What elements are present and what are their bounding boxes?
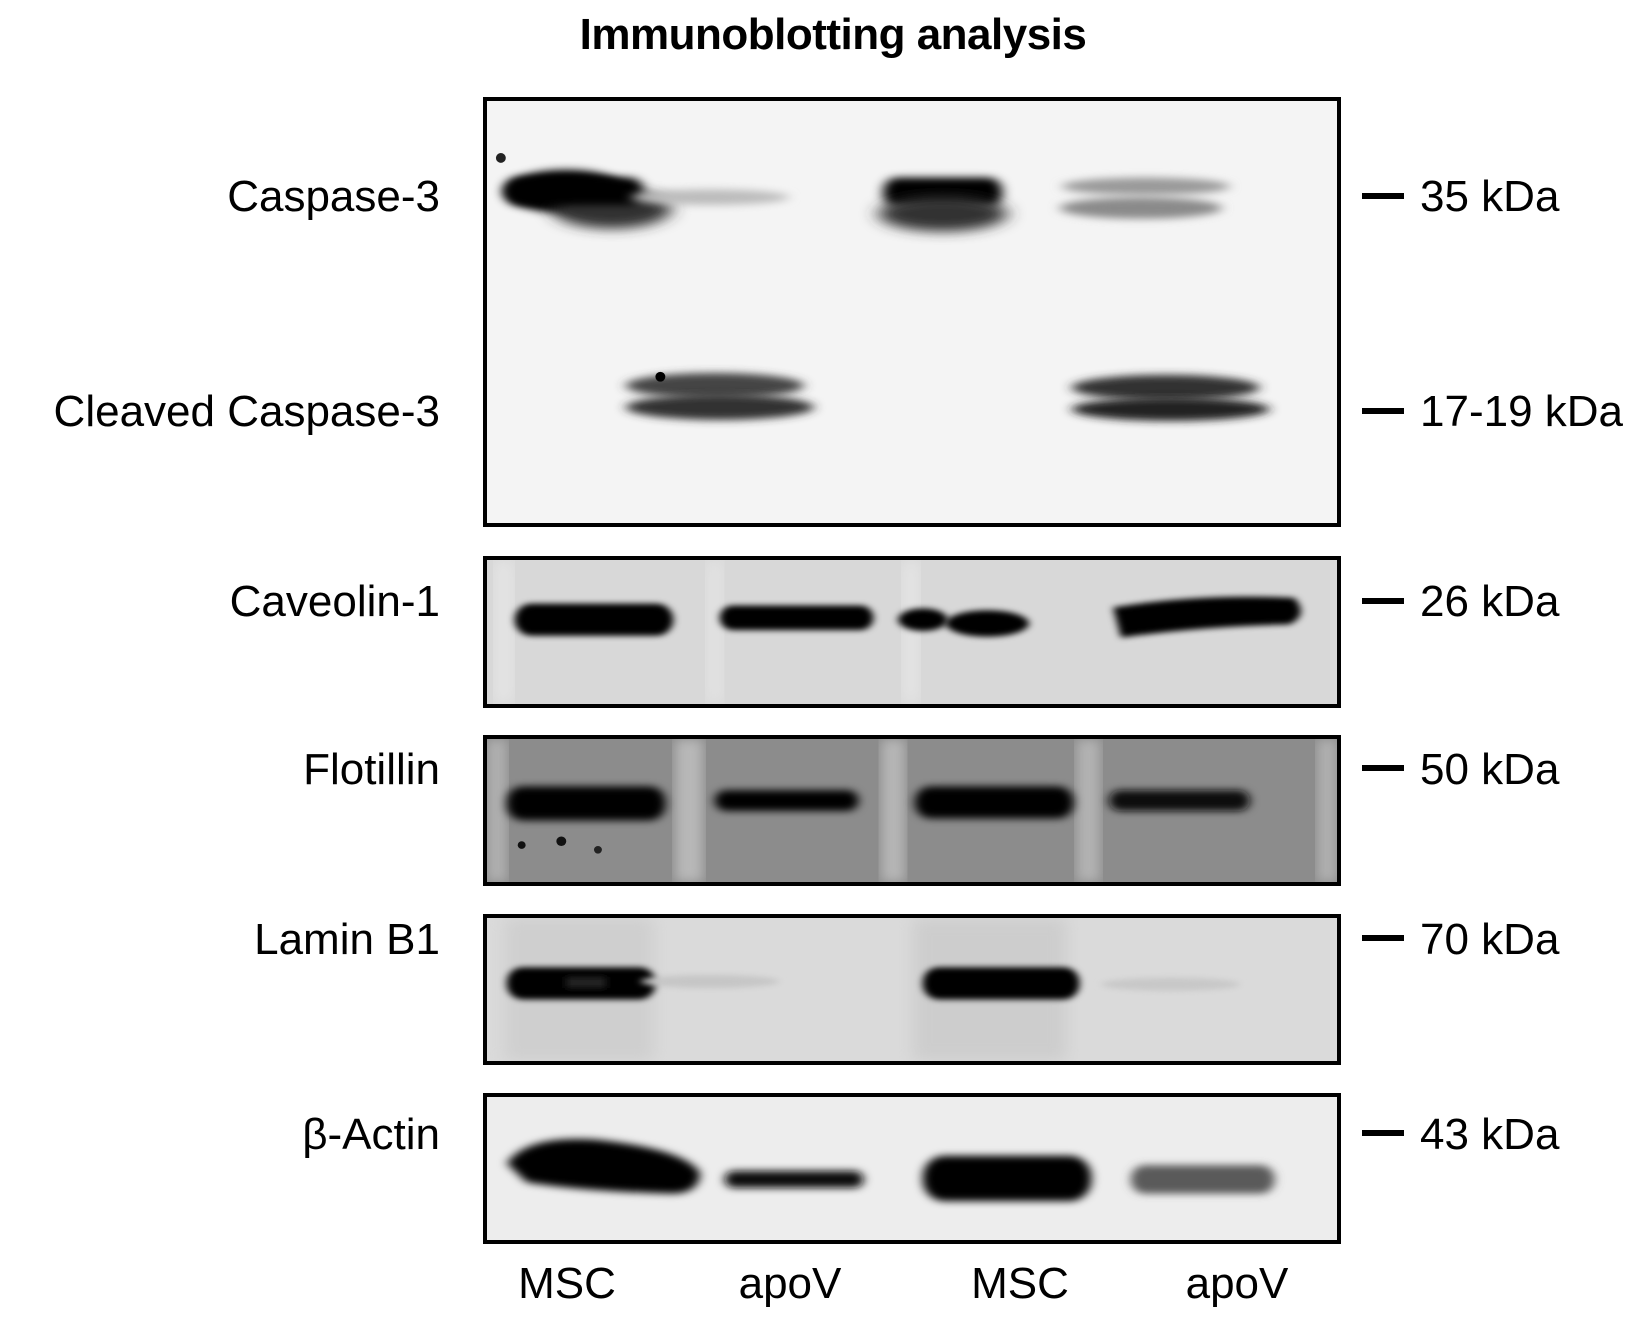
lane-label-4: apoV	[1185, 1259, 1289, 1308]
figure-title: Immunoblotting analysis	[0, 10, 1652, 60]
mw-label-caspase-3: 35 kDa	[1420, 172, 1560, 221]
lane-label-1: MSC	[518, 1259, 616, 1308]
mw-marker-dash	[1362, 598, 1404, 604]
blot-image-lamin-b1	[487, 918, 1337, 1061]
protein-label-cleaved-caspase-3: Cleaved Caspase-3	[53, 387, 440, 436]
mw-label-beta-actin: 43 kDa	[1420, 1110, 1560, 1159]
mw-marker-dash	[1362, 765, 1404, 771]
blot-image-beta-actin	[487, 1097, 1337, 1240]
blot-panel-beta-actin	[483, 1093, 1341, 1244]
mw-label-cleaved-caspase-3: 17-19 kDa	[1420, 387, 1624, 436]
blot-panel-lamin-b1	[483, 914, 1341, 1065]
mw-label-flotillin: 50 kDa	[1420, 745, 1560, 794]
figure-title-text: Immunoblotting analysis	[579, 10, 1087, 59]
blot-image-caspase	[487, 101, 1337, 523]
protein-label-caveolin-1: Caveolin-1	[229, 577, 440, 626]
protein-label-lamin-b1: Lamin B1	[254, 915, 440, 964]
protein-label-beta-actin: β-Actin	[302, 1110, 440, 1159]
blot-image-flotillin	[487, 739, 1337, 882]
mw-marker-dash	[1362, 935, 1404, 941]
mw-label-caveolin-1: 26 kDa	[1420, 577, 1560, 626]
mw-marker-dash	[1362, 1130, 1404, 1136]
blot-panel-caveolin-1	[483, 556, 1341, 708]
mw-label-lamin-b1: 70 kDa	[1420, 915, 1560, 964]
protein-label-caspase-3: Caspase-3	[227, 172, 440, 221]
blot-panel-caspase	[483, 97, 1341, 527]
mw-marker-dash	[1362, 193, 1404, 199]
lane-label-3: MSC	[971, 1259, 1069, 1308]
blot-image-caveolin-1	[487, 560, 1337, 704]
protein-label-flotillin: Flotillin	[303, 745, 440, 794]
blot-panel-flotillin	[483, 735, 1341, 886]
lane-label-2: apoV	[738, 1259, 842, 1308]
mw-marker-dash	[1362, 408, 1404, 414]
